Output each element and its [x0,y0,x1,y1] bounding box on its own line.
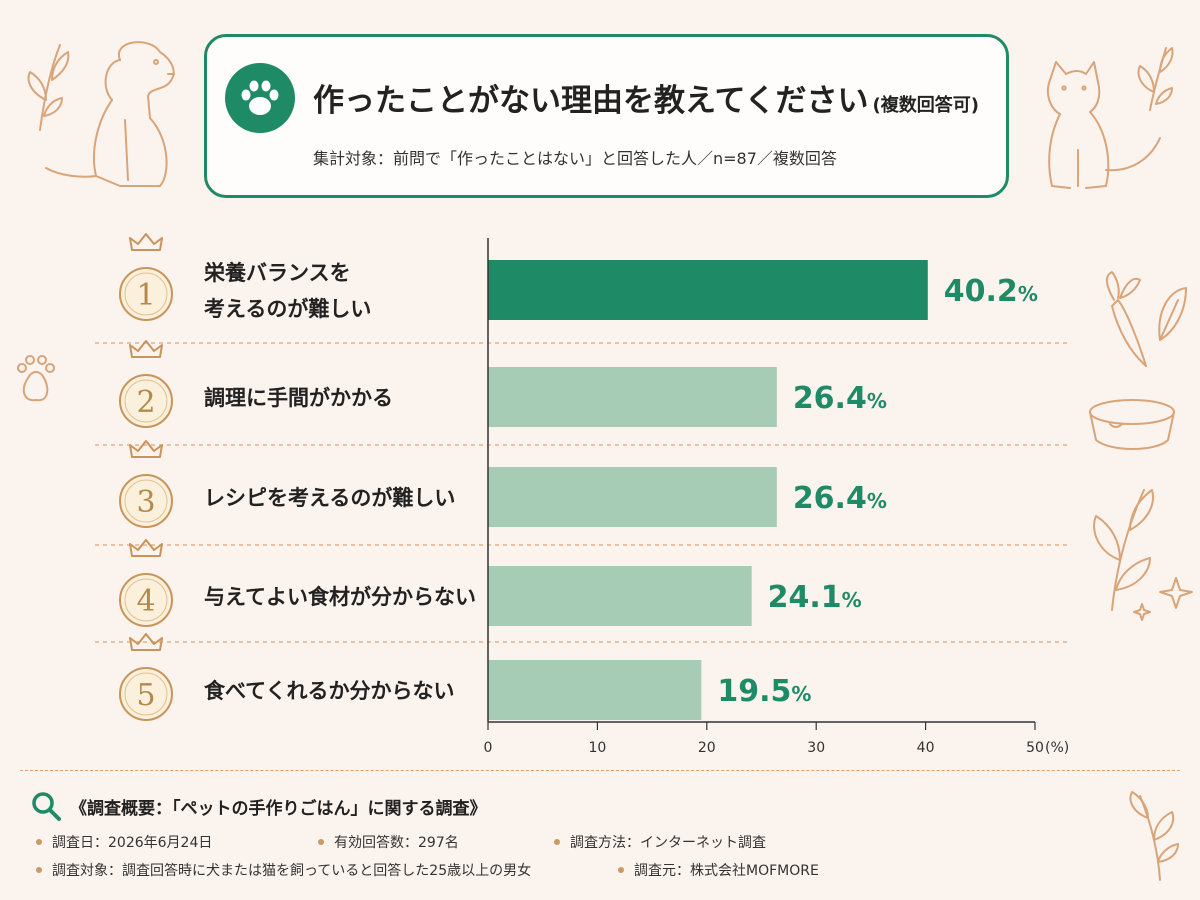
x-tick-label: 40 [917,740,935,756]
rank-badge-1 [119,267,173,321]
value-label-3: 26.4% [793,481,887,516]
survey-source-text: 調査元：株式会社MOFMORE [634,863,819,879]
survey-source: 調査元：株式会社MOFMORE [618,860,819,880]
bullet-icon [36,839,42,845]
rank-badge-ring [124,272,168,316]
value-label-5: 19.5% [717,674,811,709]
survey-responses: 有効回答数：297名 [318,832,459,852]
page-title: 作ったことがない理由を教えてください (複数回答可) [313,75,979,120]
category-label-5: 食べてくれるか分からない [204,679,455,703]
x-tick-label: 0 [484,740,493,756]
rank-number: 3 [136,485,155,520]
survey-method: 調査方法：インターネット調査 [554,832,766,852]
rank-number: 5 [136,678,155,713]
survey-date-text: 調査日：2026年6月24日 [52,835,213,851]
crown-icon [129,440,163,458]
rank-badge-ring [124,672,168,716]
subtitle: 集計対象：前問で「作ったことはない」と回答した人／n=87／複数回答 [313,149,837,168]
title-text: 作ったことがない理由を教えてください [313,83,869,119]
survey-target-text: 調査対象：調査回答時に犬または猫を飼っていると回答した25歳以上の男女 [52,863,532,879]
rank-badge-ring [124,479,168,523]
x-axis-unit: (%) [1045,740,1069,756]
rank-badge-3 [119,474,173,528]
x-tick-label: 10 [588,740,606,756]
value-label-1: 40.2% [944,274,1038,309]
category-label-4: 与えてよい食材が分からない [204,585,476,609]
x-tick-label: 50 [1026,740,1044,756]
category-label-2: 調理に手間がかかる [204,386,393,410]
bar-4 [488,566,752,626]
survey-target: 調査対象：調査回答時に犬または猫を飼っていると回答した25歳以上の男女 [36,860,531,880]
category-label-3: レシピを考えるのが難しい [204,486,455,510]
survey-header: 《調査概要：「ペットの手作りごはん」に関する調査》 [30,790,487,822]
rank-number: 1 [136,278,155,313]
crown-icon [129,233,163,251]
rank-badge-ring [124,578,168,622]
bar-2 [488,367,777,427]
category-label-1: 考えるのが難しい [204,297,371,321]
title-suffix: (複数回答可) [872,95,979,116]
magnifier-icon [32,792,61,821]
survey-date: 調査日：2026年6月24日 [36,832,212,852]
survey-title: 《調査概要：「ペットの手作りごはん」に関する調査》 [70,798,487,819]
survey-responses-text: 有効回答数：297名 [334,835,459,851]
value-label-4: 24.1% [768,580,862,615]
rank-badge-ring [124,379,168,423]
bullet-icon [618,867,624,873]
rank-number: 2 [136,385,155,420]
survey-method-text: 調査方法：インターネット調査 [570,835,766,851]
x-tick-label: 30 [807,740,825,756]
rank-badge-5 [119,667,173,721]
rank-badge-2 [119,374,173,428]
header-card: 作ったことがない理由を教えてください (複数回答可) 集計対象：前問で「作ったこと… [204,34,1009,198]
x-tick-label: 20 [698,740,716,756]
survey-divider [20,770,1180,771]
rank-badge-4 [119,573,173,627]
category-label-1: 栄養バランスを [203,261,351,285]
crown-icon [129,539,163,557]
bullet-icon [318,839,324,845]
paw-icon [225,63,295,133]
value-label-2: 26.4% [793,381,887,416]
bar-3 [488,467,777,527]
rank-number: 4 [136,584,155,619]
bar-1 [488,260,928,320]
bullet-icon [554,839,560,845]
bullet-icon [36,867,42,873]
crown-icon [129,633,163,651]
bar-5 [488,660,702,720]
crown-icon [129,340,163,358]
